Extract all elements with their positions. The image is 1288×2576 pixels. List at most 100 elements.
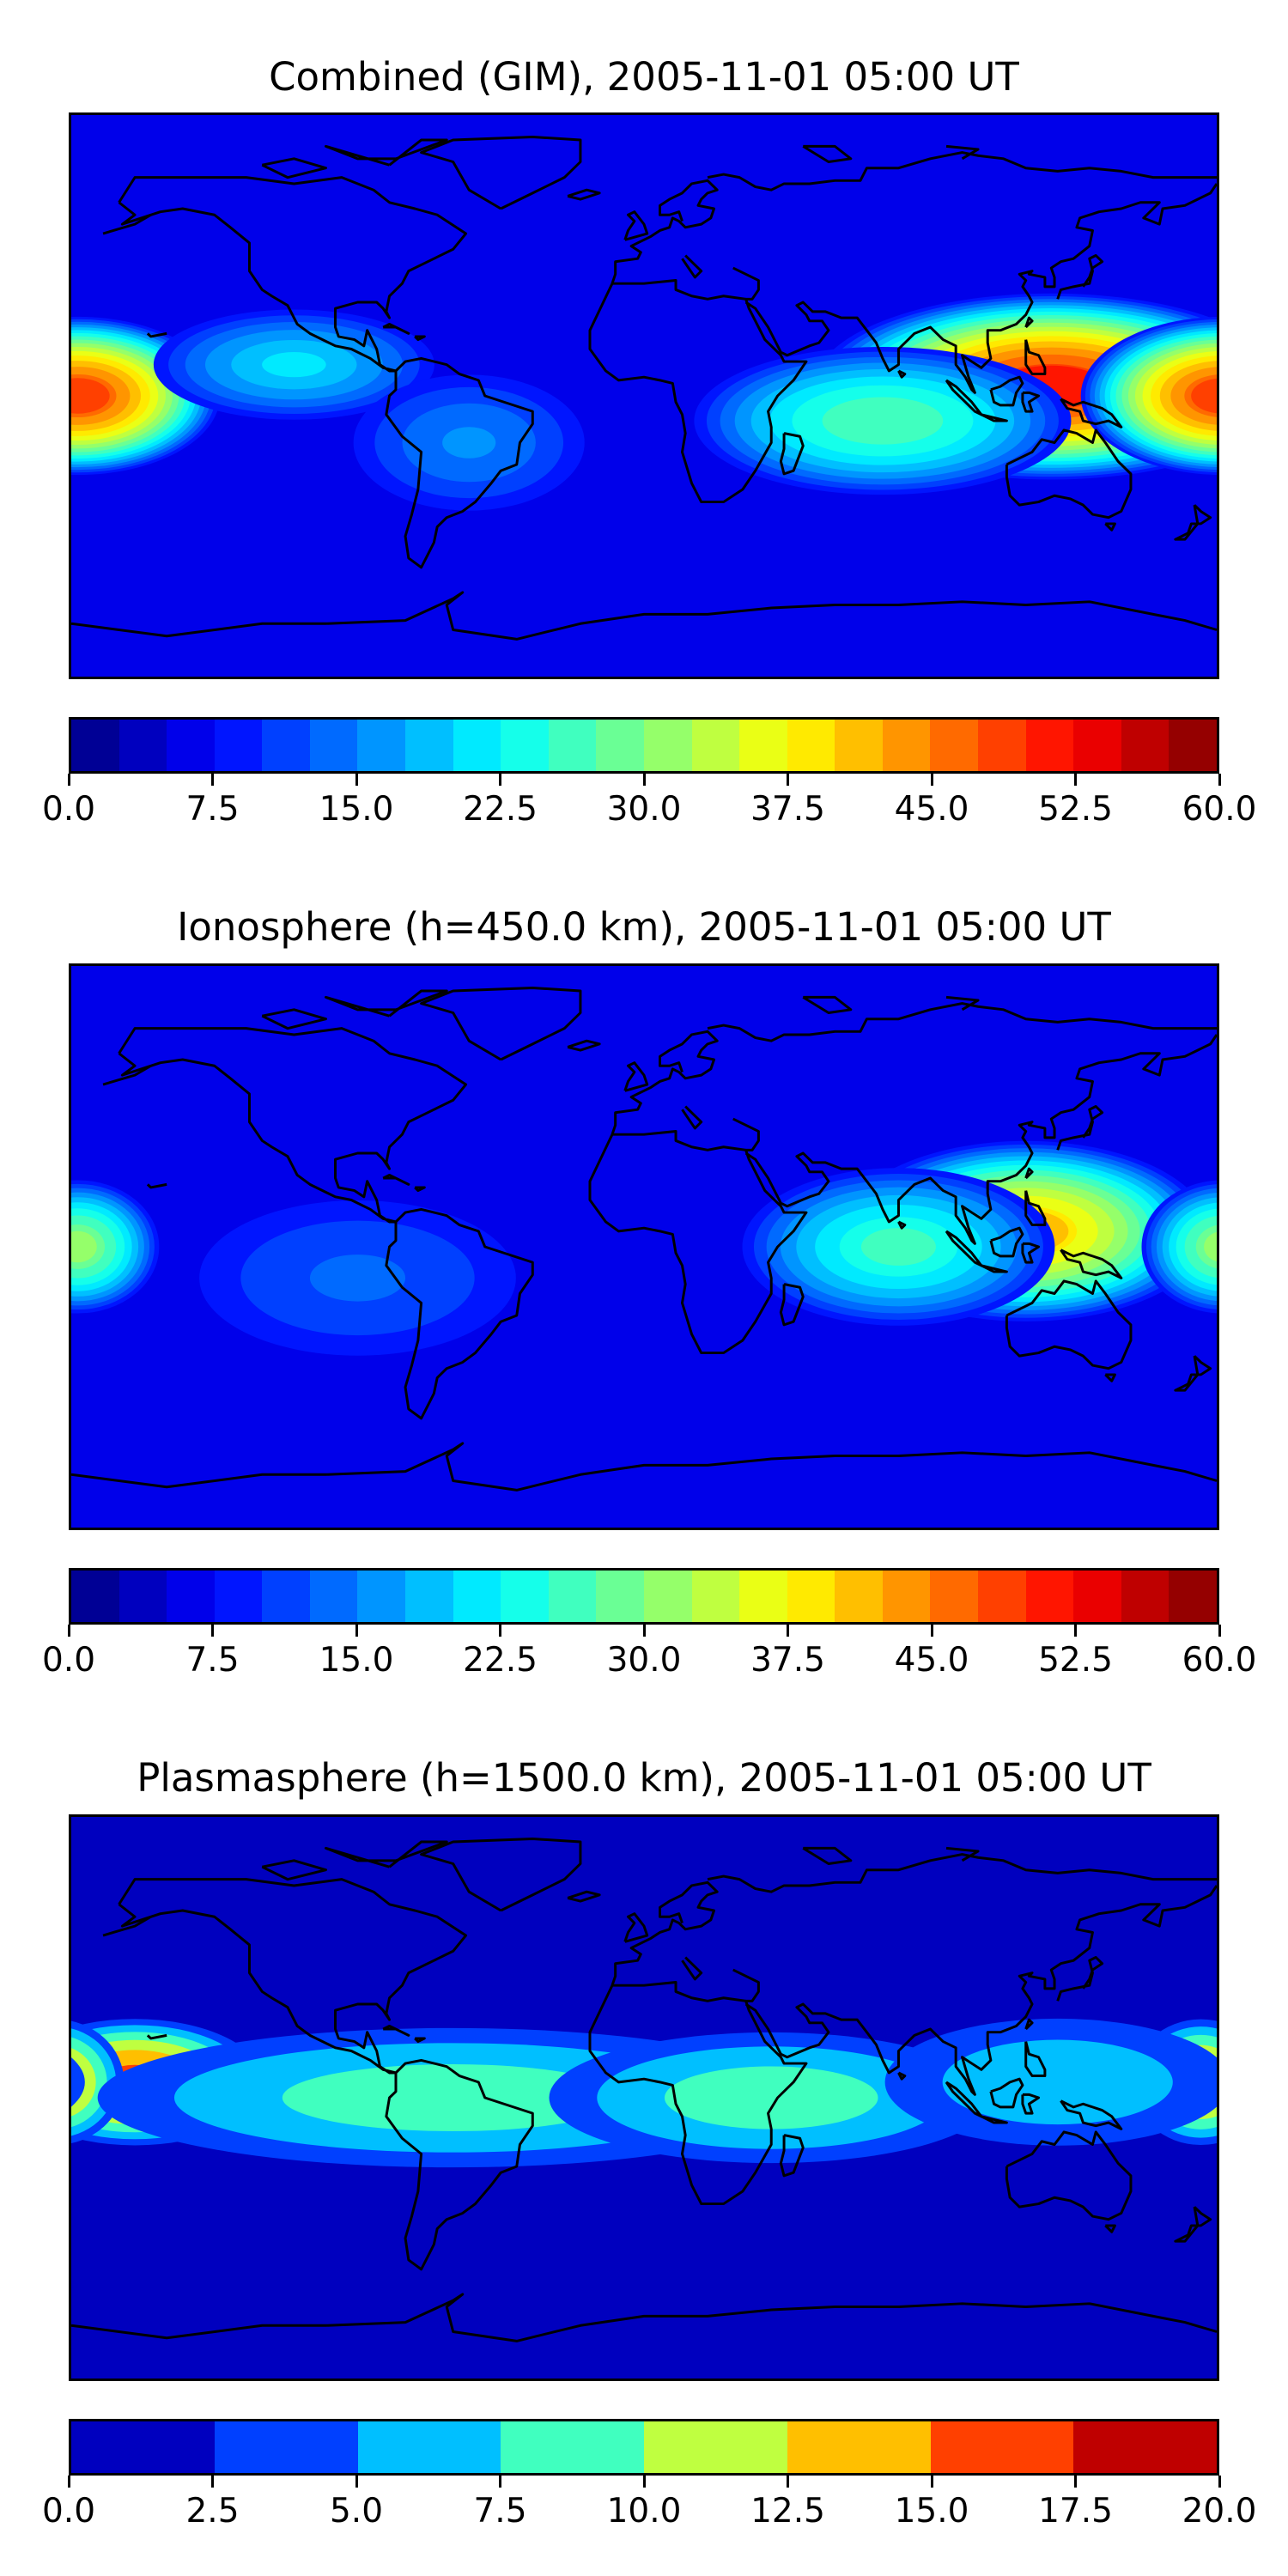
colorbar-tick-mark <box>67 2476 70 2488</box>
colorbar-segment <box>214 2421 358 2473</box>
colorbar-tick-label: 0.0 <box>41 2492 96 2530</box>
coastline <box>1024 1167 1034 1180</box>
colorbar-segment <box>882 1571 931 1622</box>
coastline <box>382 322 410 335</box>
contour-level <box>309 1255 406 1302</box>
colorbar-tick-mark <box>211 1625 214 1637</box>
contour-level <box>71 1230 97 1263</box>
coastline <box>1024 2041 1047 2078</box>
coastline <box>414 335 426 342</box>
coastline <box>945 2081 983 2118</box>
coastline <box>420 1837 582 1912</box>
contour-level <box>1204 1231 1217 1262</box>
coastline <box>623 1912 649 1943</box>
colorbar-segment <box>787 1571 835 1622</box>
colorbar-segment <box>1121 1571 1170 1622</box>
colorbar-tick-mark <box>930 774 933 786</box>
colorbar-segment <box>739 720 787 771</box>
coastline <box>945 144 980 161</box>
colorbar-tick-mark <box>1074 1625 1077 1637</box>
coastline <box>981 413 1008 422</box>
coastline <box>732 1968 760 2002</box>
coastline <box>802 995 853 1014</box>
colorbar-tick-label: 0.0 <box>41 1641 96 1680</box>
colorbar-segment <box>357 720 406 771</box>
coastline <box>1024 316 1034 329</box>
coastline <box>588 1981 808 2206</box>
colorbar-segment <box>309 1571 358 1622</box>
tec-blob <box>71 1180 1217 1314</box>
colorbar-segment <box>453 1571 501 1622</box>
coastline <box>779 2134 805 2178</box>
colorbar-ticks-combined: 0.0 7.5 15.0 22.5 30.0 37.5 45.0 52.5 60.0 <box>42 774 1256 829</box>
coastlines <box>71 986 1217 1492</box>
coastline <box>945 1846 980 1862</box>
coastline <box>1021 2093 1041 2115</box>
coastline <box>588 279 808 504</box>
coastline <box>118 1027 468 1224</box>
colorbar-segment <box>691 1571 740 1622</box>
coastline <box>71 1442 1217 1492</box>
coastline <box>779 1283 805 1327</box>
colorbar-segment <box>1073 720 1121 771</box>
colorbar-tick-label: 60.0 <box>1182 1641 1257 1680</box>
colorbar-tick-label: 37.5 <box>750 1641 825 1680</box>
colorbar-segment <box>405 1571 453 1622</box>
colorbar-tick-mark <box>67 1625 70 1637</box>
colorbar-tick-label: 15.0 <box>894 2492 969 2530</box>
colorbar-segment <box>357 1571 406 1622</box>
tec-blob <box>153 309 434 420</box>
colorbar-tick-label: 30.0 <box>606 1641 682 1680</box>
colorbar-tick-label: 7.5 <box>473 2492 527 2530</box>
contour-level <box>822 397 944 445</box>
colorbar-tick-label: 22.5 <box>463 790 538 829</box>
tec-blob <box>742 1168 1055 1326</box>
colorbar-tick-label: 7.5 <box>185 1641 240 1680</box>
colorbar-segment <box>214 1571 263 1622</box>
coastline <box>261 1008 327 1030</box>
coastline <box>1024 1190 1047 1227</box>
coastline <box>732 266 760 301</box>
colorbar-tick-label: 30.0 <box>606 790 682 829</box>
coastline <box>1060 1249 1123 1279</box>
coastline <box>414 1186 426 1193</box>
coastline <box>118 1878 468 2075</box>
coastline <box>385 1207 534 1420</box>
map-svg <box>71 115 1217 677</box>
contour-level <box>860 1228 936 1266</box>
colorbar-segment <box>643 1571 692 1622</box>
colorbar-tick-mark <box>1218 774 1221 786</box>
colorbar-segment <box>977 720 1026 771</box>
colorbar-tick-mark <box>642 1625 646 1637</box>
colorbar-segment <box>1121 720 1170 771</box>
colorbar-tick-mark <box>1218 1625 1221 1637</box>
colorbar-segment <box>309 720 358 771</box>
coastline <box>146 331 167 338</box>
contour-level <box>71 2057 85 2107</box>
colorbar-tick-label: 7.5 <box>185 790 240 829</box>
coastline <box>420 986 582 1061</box>
colorbar-segment <box>548 1571 597 1622</box>
colorbar-segment <box>643 720 692 771</box>
coastline <box>989 375 1024 407</box>
colorbar-tick-mark <box>1074 774 1077 786</box>
coastline <box>623 1061 649 1092</box>
coastline <box>802 144 853 163</box>
coastline <box>324 989 448 1018</box>
coastline <box>744 1034 1217 1245</box>
colorbar-segment <box>882 720 931 771</box>
tec-blob <box>353 374 585 511</box>
colorbar-tick-label: 60.0 <box>1182 790 1257 829</box>
colorbar-ticks-ionosphere: 0.0 7.5 15.0 22.5 30.0 37.5 45.0 52.5 60.0 <box>42 1625 1256 1680</box>
tec-blob <box>71 2018 1217 2146</box>
coastline <box>324 1840 448 1868</box>
colorbar-segment <box>596 720 644 771</box>
colorbar-segment <box>501 1571 549 1622</box>
coastline <box>1174 1355 1212 1392</box>
colorbar-tick-label: 52.5 <box>1038 1641 1113 1680</box>
colorbar-tick-label: 10.0 <box>606 2492 682 2530</box>
colorbar-segment <box>787 720 835 771</box>
coastline <box>1060 398 1123 428</box>
colorbar-segment <box>501 720 549 771</box>
coastline <box>1104 1373 1116 1382</box>
